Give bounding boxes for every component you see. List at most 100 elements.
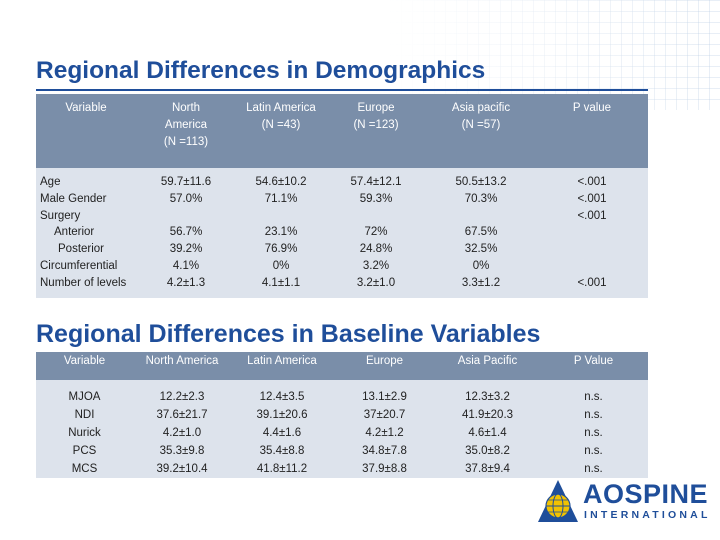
table-header-row: Variable North America (N =113) Latin Am… bbox=[36, 94, 648, 168]
row-label: MJOA bbox=[36, 388, 133, 406]
cell: 12.2±2.3 bbox=[133, 388, 231, 406]
table-row: MJOA 12.2±2.3 12.4±3.5 13.1±2.9 12.3±3.2… bbox=[36, 388, 648, 406]
cell: n.s. bbox=[539, 388, 648, 406]
row-label: Age bbox=[36, 174, 136, 191]
cell: n.s. bbox=[539, 406, 648, 424]
table-row: Number of levels 4.2±1.3 4.1±1.1 3.2±1.0… bbox=[36, 274, 648, 292]
row-label: Number of levels bbox=[36, 274, 136, 292]
cell: <.001 bbox=[536, 207, 648, 225]
row-label: Circumferential bbox=[36, 257, 136, 275]
header-line: America bbox=[164, 118, 208, 131]
header-asia-pacific: Asia Pacific bbox=[436, 352, 539, 380]
cell: 4.1±1.1 bbox=[236, 274, 326, 292]
background-grid-decoration bbox=[390, 0, 720, 110]
cell: 72% bbox=[326, 224, 426, 242]
cell bbox=[536, 257, 648, 275]
table-row: Nurick 4.2±1.0 4.4±1.6 4.2±1.2 4.6±1.4 n… bbox=[36, 424, 648, 442]
row-label: Male Gender bbox=[36, 190, 136, 208]
row-label: PCS bbox=[36, 442, 133, 460]
cell: 24.8% bbox=[326, 241, 426, 258]
header-europe: Europe bbox=[333, 352, 436, 380]
cell: 70.3% bbox=[426, 190, 536, 208]
header-asia-pacific: Asia pacific (N =57) bbox=[426, 94, 536, 168]
spacer bbox=[36, 291, 648, 298]
cell bbox=[236, 207, 326, 225]
header-line: Europe bbox=[357, 102, 395, 114]
table-row: Posterior 39.2% 76.9% 24.8% 32.5% bbox=[36, 241, 648, 258]
demographics-title: Regional Differences in Demographics bbox=[36, 57, 486, 84]
cell: 37±20.7 bbox=[333, 406, 436, 424]
cell: 32.5% bbox=[426, 241, 536, 258]
cell bbox=[536, 241, 648, 258]
cell: 4.2±1.2 bbox=[333, 424, 436, 442]
cell: 56.7% bbox=[136, 224, 236, 242]
cell: 39.2±10.4 bbox=[133, 460, 231, 478]
header-line: (N =123) bbox=[353, 118, 399, 131]
header-latin-america: Latin America bbox=[231, 352, 333, 380]
cell: n.s. bbox=[539, 460, 648, 478]
cell: 4.2±1.0 bbox=[133, 424, 231, 442]
cell: 3.2±1.0 bbox=[326, 274, 426, 292]
aospine-logo bbox=[538, 480, 578, 522]
table-row: Age 59.7±11.6 54.6±10.2 57.4±12.1 50.5±1… bbox=[36, 174, 648, 191]
header-north-america: North America (N =113) bbox=[136, 94, 236, 168]
spacer bbox=[36, 380, 648, 388]
table-row: Male Gender 57.0% 71.1% 59.3% 70.3% <.00… bbox=[36, 190, 648, 208]
cell: 41.9±20.3 bbox=[436, 406, 539, 424]
cell bbox=[426, 207, 536, 225]
row-label: MCS bbox=[36, 460, 133, 478]
cell: 37.9±8.8 bbox=[333, 460, 436, 478]
cell: <.001 bbox=[536, 274, 648, 292]
header-line: Asia pacific bbox=[451, 102, 511, 114]
cell: 37.6±21.7 bbox=[133, 406, 231, 424]
header-line: North bbox=[171, 102, 201, 114]
header-line: (N =113) bbox=[163, 135, 209, 148]
row-label: Anterior bbox=[36, 224, 136, 242]
cell: n.s. bbox=[539, 424, 648, 442]
cell: 3.3±1.2 bbox=[426, 274, 536, 292]
cell: 4.4±1.6 bbox=[231, 424, 333, 442]
row-label: Surgery bbox=[36, 207, 136, 225]
cell: 59.7±11.6 bbox=[136, 174, 236, 191]
cell: 35.4±8.8 bbox=[231, 442, 333, 460]
header-latin-america: Latin America (N =43) bbox=[236, 94, 326, 168]
cell: 57.0% bbox=[136, 190, 236, 208]
cell: 23.1% bbox=[236, 224, 326, 242]
table-row: NDI 37.6±21.7 39.1±20.6 37±20.7 41.9±20.… bbox=[36, 406, 648, 424]
row-label: NDI bbox=[36, 406, 133, 424]
baseline-title: Regional Differences in Baseline Variabl… bbox=[36, 320, 541, 348]
cell: 4.6±1.4 bbox=[436, 424, 539, 442]
cell: <.001 bbox=[536, 190, 648, 208]
cell: 4.2±1.3 bbox=[136, 274, 236, 292]
cell: 0% bbox=[426, 257, 536, 275]
cell: 76.9% bbox=[236, 241, 326, 258]
cell: 39.1±20.6 bbox=[231, 406, 333, 424]
cell bbox=[536, 224, 648, 242]
table-row: MCS 39.2±10.4 41.8±11.2 37.9±8.8 37.8±9.… bbox=[36, 460, 648, 478]
logo-subtitle: INTERNATIONAL bbox=[584, 509, 711, 521]
cell: <.001 bbox=[536, 174, 648, 191]
row-label: Nurick bbox=[36, 424, 133, 442]
header-north-america: North America bbox=[133, 352, 231, 380]
table-row: PCS 35.3±9.8 35.4±8.8 34.8±7.8 35.0±8.2 … bbox=[36, 442, 648, 460]
cell: 4.1% bbox=[136, 257, 236, 275]
header-europe: Europe (N =123) bbox=[326, 94, 426, 168]
cell: 39.2% bbox=[136, 241, 236, 258]
table-row: Anterior 56.7% 23.1% 72% 67.5% bbox=[36, 224, 648, 242]
header-line: (N =43) bbox=[261, 118, 301, 131]
header-line: Latin America bbox=[246, 102, 316, 114]
cell: 0% bbox=[236, 257, 326, 275]
cell: 71.1% bbox=[236, 190, 326, 208]
cell: 12.4±3.5 bbox=[231, 388, 333, 406]
cell: 57.4±12.1 bbox=[326, 174, 426, 191]
cell: 34.8±7.8 bbox=[333, 442, 436, 460]
spacer bbox=[36, 168, 648, 174]
cell: 3.2% bbox=[326, 257, 426, 275]
cell: 50.5±13.2 bbox=[426, 174, 536, 191]
logo-name: AOSPINE bbox=[583, 479, 709, 509]
cell: 13.1±2.9 bbox=[333, 388, 436, 406]
cell: n.s. bbox=[539, 442, 648, 460]
cell: 41.8±11.2 bbox=[231, 460, 333, 478]
table-header-row: Variable North America Latin America Eur… bbox=[36, 352, 648, 380]
header-p-value: P value bbox=[536, 94, 648, 168]
